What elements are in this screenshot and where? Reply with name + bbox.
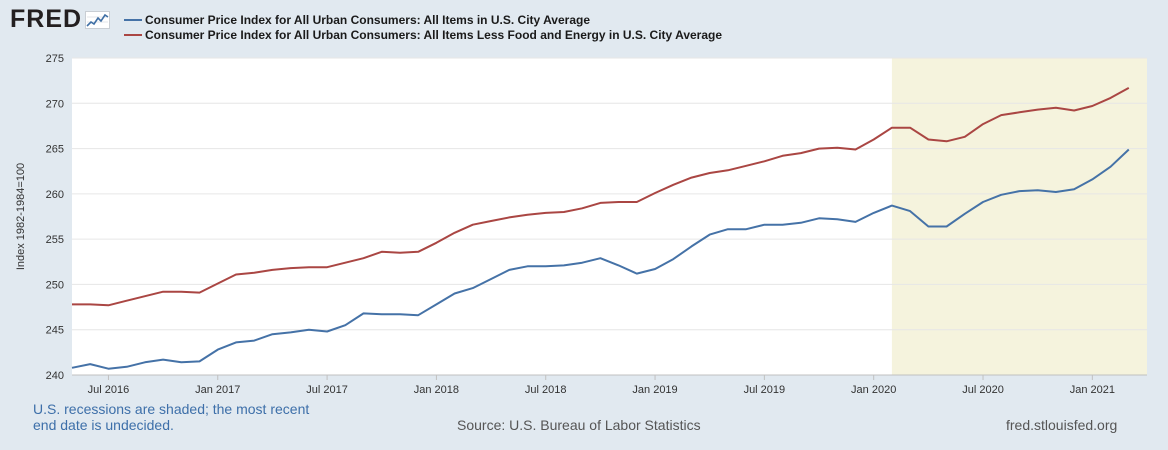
x-tick-label: Jan 2021 (1070, 384, 1115, 396)
series-line-cpi-core (72, 87, 1130, 307)
legend-entry[interactable]: Consumer Price Index for All Urban Consu… (124, 27, 722, 42)
x-tick-label: Jul 2016 (88, 384, 130, 396)
y-tick-label: 270 (46, 98, 64, 110)
y-tick-label: 240 (46, 370, 64, 382)
legend-label-cpi-core: Consumer Price Index for All Urban Consu… (145, 27, 723, 42)
x-tick-label: Jan 2017 (195, 384, 240, 396)
recession-shade (891, 58, 1147, 375)
x-tick-label: Jul 2017 (306, 384, 348, 396)
source-text: Source: U.S. Bureau of Labor Statistics (457, 417, 701, 433)
y-tick-label: 265 (46, 144, 64, 156)
x-tick-label: Jul 2019 (744, 384, 786, 396)
line-chart: 240 245 250 255 260 265 270 275 Jul 2016 Jan 2017… (15, 53, 1147, 396)
x-tick-label: Jul 2018 (525, 384, 567, 396)
series-line-cpi-all-items (71, 148, 1130, 370)
site-link[interactable]: fred.stlouisfed.org (1006, 417, 1118, 433)
y-tick-label: 275 (46, 53, 64, 65)
x-tick-label: Jan 2020 (851, 384, 896, 396)
legend-swatch-cpi-all-items (124, 18, 142, 21)
legend-entry[interactable]: Consumer Price Index for All Urban Consu… (124, 12, 722, 27)
recession-note: U.S. recessions are shaded; the most rec… (33, 401, 310, 433)
y-tick-label: 245 (46, 325, 64, 337)
y-tick-label: 260 (46, 189, 64, 201)
y-axis-label: Index 1982-1984=100 (15, 163, 27, 270)
chart-legend: Consumer Price Index for All Urban Consu… (124, 12, 722, 42)
y-tick-label: 255 (46, 234, 64, 246)
x-tick-label: Jul 2020 (962, 384, 1004, 396)
fred-logo-text: FRED (10, 5, 83, 33)
y-tick-label: 250 (46, 279, 64, 291)
legend-label-cpi-all-items: Consumer Price Index for All Urban Consu… (145, 12, 590, 27)
fred-chart-logo-icon (85, 10, 111, 29)
fred-logo[interactable]: FRED (10, 5, 111, 33)
x-tick-label: Jan 2018 (414, 384, 459, 396)
legend-swatch-cpi-core (124, 33, 142, 36)
x-tick-label: Jan 2019 (632, 384, 677, 396)
